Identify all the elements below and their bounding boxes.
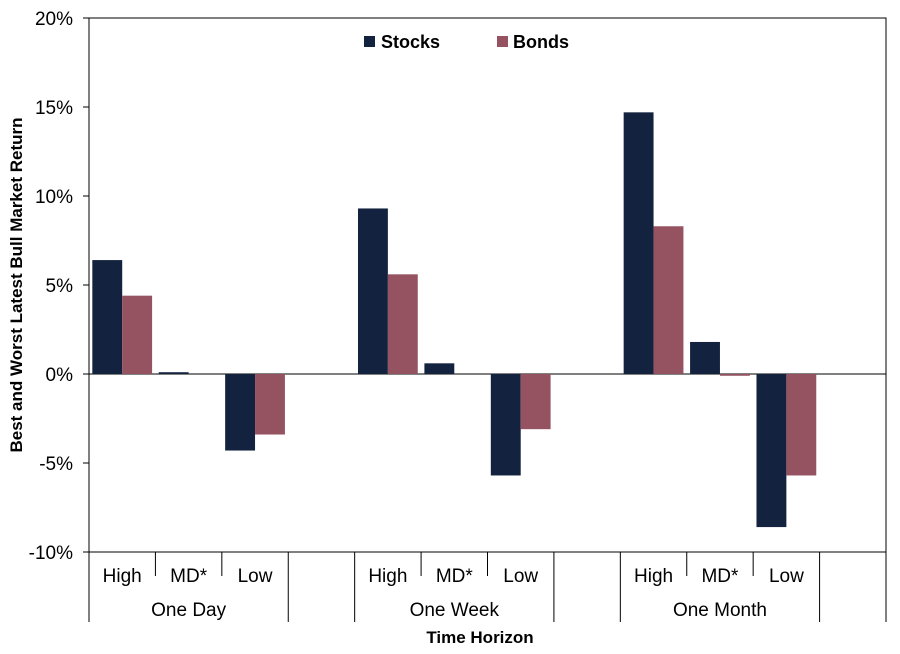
x-subcategory-label: MD*	[436, 566, 474, 587]
x-group-label: One Week	[410, 600, 500, 621]
bar-stocks	[158, 372, 189, 374]
bar-bonds	[719, 374, 750, 376]
legend-swatch-stocks	[364, 36, 375, 47]
y-axis: -10% -5% 0% 5% 10% 15% 20%	[29, 9, 886, 564]
x-subcategory-label: Low	[503, 566, 538, 587]
y-tick-label: 20%	[35, 9, 73, 30]
x-subcategory-label: Low	[238, 566, 273, 587]
bar-bonds	[653, 226, 684, 374]
bar-bonds	[255, 374, 285, 435]
y-tick-label: -5%	[39, 454, 73, 475]
x-group-label: One Day	[151, 600, 226, 621]
bar-stocks	[756, 374, 787, 528]
bar-stocks	[690, 341, 720, 374]
bar-stocks	[225, 374, 256, 451]
legend-label-bonds: Bonds	[513, 32, 569, 52]
x-subcategory-label: MD*	[170, 566, 208, 587]
x-subcategory-label: High	[368, 566, 407, 587]
legend-swatch-bonds	[497, 36, 508, 47]
bar-stocks	[92, 260, 123, 374]
x-axis-title: Time Horizon	[426, 628, 533, 647]
bar-bonds	[387, 274, 418, 374]
x-group-label: One Month	[673, 600, 767, 621]
y-tick-label: 15%	[35, 98, 73, 119]
y-tick-label: -10%	[29, 543, 73, 564]
bar-bonds	[786, 374, 817, 476]
y-tick-label: 0%	[46, 365, 74, 386]
bars	[92, 112, 817, 528]
x-subcategory-label: High	[103, 566, 142, 587]
bar-stocks	[623, 112, 654, 374]
x-subcategory-label: MD*	[701, 566, 739, 587]
bar-stocks	[357, 208, 388, 374]
bar-bonds	[520, 374, 551, 430]
y-tick-label: 5%	[46, 276, 74, 297]
bar-stocks	[490, 374, 521, 476]
bar-stocks	[424, 363, 455, 374]
bar-bonds	[122, 295, 153, 374]
y-tick-label: 10%	[35, 187, 73, 208]
legend-label-stocks: Stocks	[381, 32, 440, 52]
x-subcategory-label: Low	[769, 566, 804, 587]
y-axis-title: Best and Worst Latest Bull Market Return	[7, 117, 26, 452]
legend: Stocks Bonds	[364, 32, 569, 52]
x-subcategory-label: High	[634, 566, 673, 587]
